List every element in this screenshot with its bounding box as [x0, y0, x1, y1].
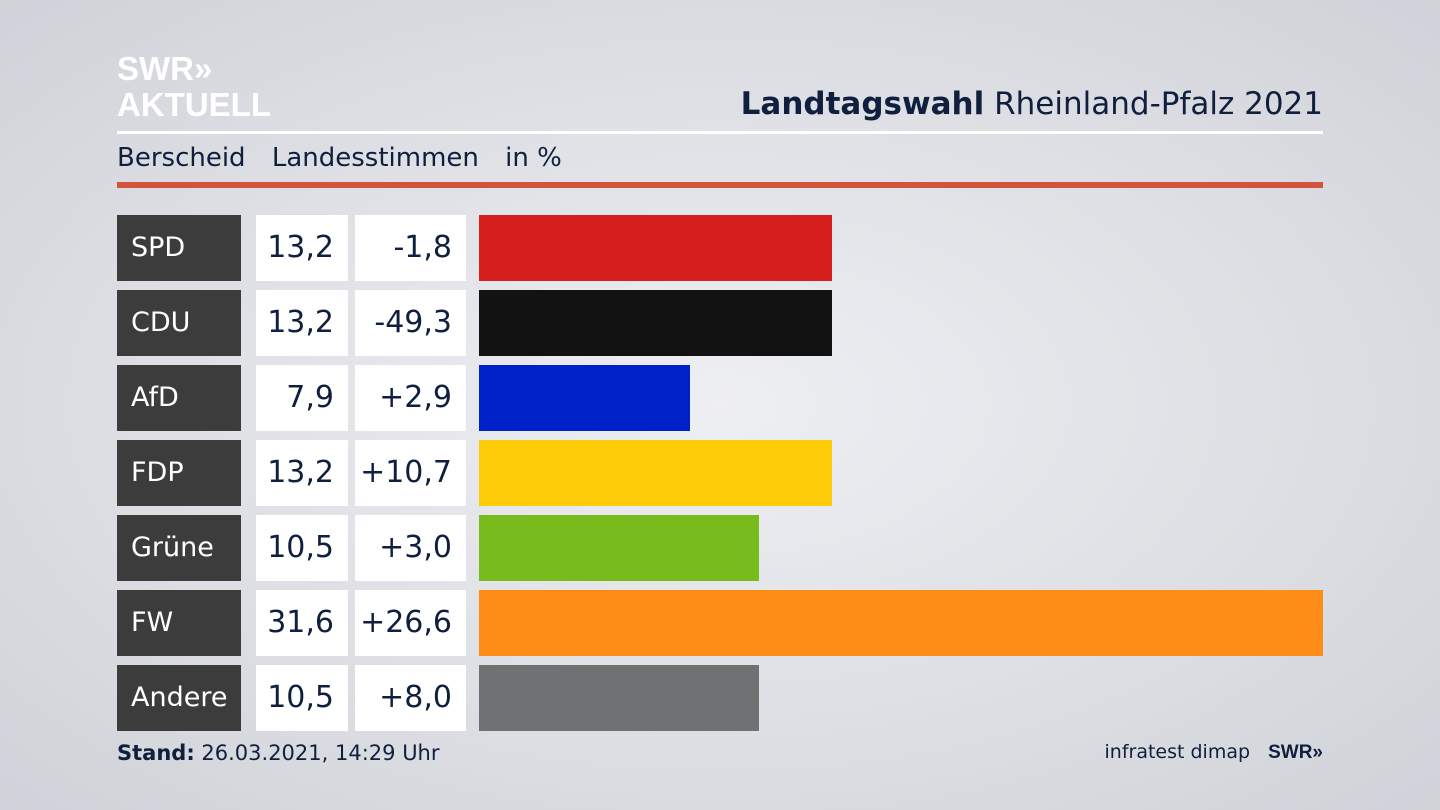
- bar: [479, 440, 832, 506]
- party-label: SPD: [117, 215, 241, 281]
- title-rest: Rheinland-Pfalz 2021: [994, 86, 1323, 122]
- logo-line-2: AKTUELL: [117, 86, 271, 123]
- party-label: Grüne: [117, 515, 241, 581]
- source-credit: infratest dimap SWR»: [1105, 741, 1324, 764]
- bar: [479, 215, 832, 281]
- subtitle-vote-type: Landesstimmen: [271, 143, 479, 173]
- page-title: Landtagswahl Rheinland-Pfalz 2021: [741, 86, 1323, 122]
- party-label: FDP: [117, 440, 241, 506]
- percent-value: 13,2: [256, 215, 348, 281]
- logo-line-1: SWR»: [117, 50, 213, 87]
- result-row: CDU 13,2 -49,3: [117, 290, 1323, 356]
- change-value: -1,8: [355, 215, 466, 281]
- accent-divider: [117, 182, 1323, 188]
- change-value: +2,9: [355, 365, 466, 431]
- bar: [479, 290, 832, 356]
- percent-value: 10,5: [256, 515, 348, 581]
- bar: [479, 365, 690, 431]
- percent-value: 7,9: [256, 365, 348, 431]
- swr-logo: SWR»: [1268, 742, 1323, 763]
- result-row: Grüne 10,5 +3,0: [117, 515, 1323, 581]
- title-bold: Landtagswahl: [740, 86, 985, 122]
- result-row: AfD 7,9 +2,9: [117, 365, 1323, 431]
- result-row: FDP 13,2 +10,7: [117, 440, 1323, 506]
- party-label: AfD: [117, 365, 241, 431]
- result-row: FW 31,6 +26,6: [117, 590, 1323, 656]
- party-label: Andere: [117, 665, 241, 731]
- result-row: SPD 13,2 -1,8: [117, 215, 1323, 281]
- subtitle: Berscheid Landesstimmen in %: [117, 143, 580, 173]
- header-divider: [117, 131, 1323, 134]
- change-value: +3,0: [355, 515, 466, 581]
- percent-value: 13,2: [256, 440, 348, 506]
- stand-label: Stand:: [117, 741, 195, 765]
- change-value: +10,7: [355, 440, 466, 506]
- result-row: Andere 10,5 +8,0: [117, 665, 1323, 731]
- subtitle-place: Berscheid: [117, 143, 246, 173]
- percent-value: 31,6: [256, 590, 348, 656]
- timestamp: Stand: 26.03.2021, 14:29 Uhr: [117, 741, 440, 765]
- source-text: infratest dimap: [1104, 741, 1251, 763]
- party-label: CDU: [117, 290, 241, 356]
- stand-value: 26.03.2021, 14:29 Uhr: [201, 741, 440, 765]
- bar: [479, 665, 759, 731]
- swr-aktuell-logo: SWR» AKTUELL: [117, 52, 271, 121]
- change-value: +8,0: [355, 665, 466, 731]
- party-label: FW: [117, 590, 241, 656]
- bar: [479, 515, 759, 581]
- bar: [479, 590, 1323, 656]
- change-value: -49,3: [355, 290, 466, 356]
- subtitle-unit: in %: [505, 143, 562, 173]
- change-value: +26,6: [355, 590, 466, 656]
- percent-value: 10,5: [256, 665, 348, 731]
- percent-value: 13,2: [256, 290, 348, 356]
